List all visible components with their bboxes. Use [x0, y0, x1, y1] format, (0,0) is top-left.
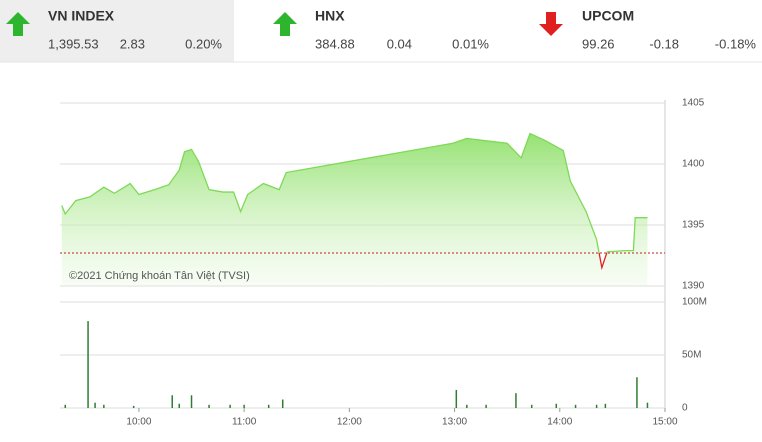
volume-bar [636, 377, 638, 408]
volume-bar [103, 404, 105, 408]
volume-bar [466, 404, 468, 408]
x-tick-label: 12:00 [337, 417, 362, 428]
volume-bar [646, 402, 649, 408]
ticker-value: 1,395.53 [48, 36, 99, 51]
y-tick-label: 100M [682, 297, 707, 308]
ticker-percent: -0.18% [715, 36, 757, 51]
volume-bar [229, 404, 231, 408]
x-tick-label: 13:00 [442, 417, 467, 428]
up-arrow [273, 12, 297, 36]
volume-bar [94, 402, 96, 408]
volume-bar [190, 395, 193, 408]
y-tick-label: 1390 [682, 281, 705, 292]
volume-bar [64, 404, 67, 408]
volume-bar [87, 321, 89, 408]
ticker-value: 384.88 [315, 36, 355, 51]
ticker-change: -0.18 [649, 36, 679, 51]
volume-bar [281, 399, 284, 408]
x-tick-label: 14:00 [547, 417, 572, 428]
y-tick-label: 0 [682, 403, 688, 414]
y-tick-label: 50M [682, 350, 701, 361]
volume-bar [455, 389, 458, 408]
ticker-value: 99.26 [582, 36, 615, 51]
up-arrow [6, 12, 30, 36]
down-arrow [539, 12, 563, 36]
x-tick-label: 11:00 [232, 417, 257, 428]
ticker-name: VN INDEX [48, 8, 115, 24]
selected-tab [0, 0, 234, 62]
volume-bar [604, 403, 607, 408]
ticker-name: UPCOM [582, 8, 634, 24]
volume-bar [485, 404, 487, 408]
ticker-change: 2.83 [120, 36, 145, 51]
plot: 1390 1395 1400 1405 ©2021 Chứng khoán Tân Vi… [60, 98, 707, 428]
x-tick-label: 15:00 [652, 417, 677, 428]
y-tick-label: 1405 [682, 98, 705, 109]
ticker-percent: 0.20% [185, 36, 222, 51]
ticker-name: HNX [315, 8, 345, 24]
volume-bar [515, 393, 517, 408]
volume-bar [530, 404, 533, 408]
ticker-bar: VN INDEX 1,395.53 2.83 0.20% HNX 384.88 0.04 0.… [48, 8, 756, 52]
volume-bar [132, 405, 135, 408]
volume-bar [574, 404, 577, 408]
ticker-percent: 0.01% [452, 36, 489, 51]
y-tick-label: 1400 [682, 159, 705, 170]
volume-bar [267, 404, 270, 408]
volume-bar [208, 404, 210, 408]
volume-bar [178, 403, 180, 408]
volume-bar [243, 404, 245, 408]
price-area [61, 133, 648, 286]
y-tick-label: 1395 [682, 220, 705, 231]
volume-bar [171, 395, 173, 408]
price-line [61, 132, 648, 271]
x-tick-label: 10:00 [126, 417, 151, 428]
watermark: ©2021 Chứng khoán Tân Việt (TVSI) [69, 270, 250, 282]
volume-bar [555, 403, 558, 408]
volume-bar [595, 404, 598, 408]
ticker-change: 0.04 [387, 36, 412, 51]
